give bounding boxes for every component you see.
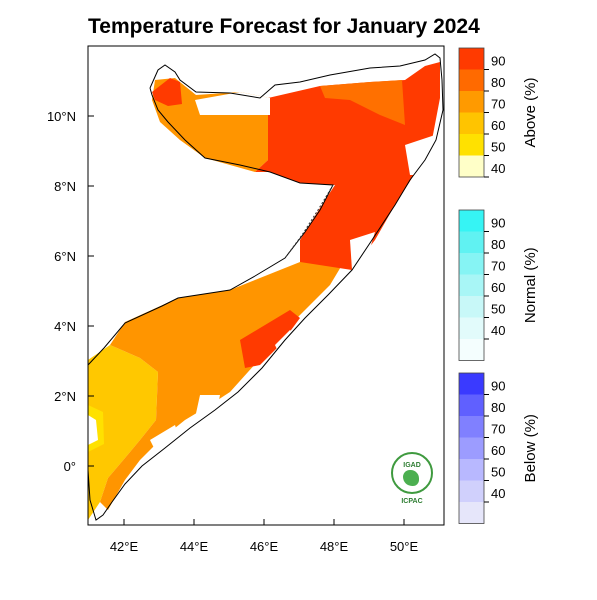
no-data-east-2 — [350, 232, 375, 270]
y-tick-label: 4°N — [54, 319, 76, 334]
colorbar-swatch — [459, 502, 484, 524]
logo-icpac-text: ICPAC — [401, 498, 423, 505]
colorbar-swatch — [459, 210, 484, 232]
colorbar-title: Normal (%) — [522, 247, 539, 323]
colorbar-tick-label: 50 — [491, 140, 505, 155]
colorbar-tick-label: 40 — [491, 323, 505, 338]
colorbar-frame — [458, 372, 485, 524]
colorbar-swatch — [459, 274, 484, 296]
colorbar-tick-label: 80 — [491, 237, 505, 252]
colorbar-tick-label: 60 — [491, 443, 505, 458]
colorbar-tick-label: 90 — [491, 379, 505, 394]
colorbar-tick-label: 90 — [491, 216, 505, 231]
y-tick-label: 8°N — [54, 179, 76, 194]
border-dashed — [284, 184, 334, 259]
axis-frame — [87, 45, 445, 526]
region-above-90-south — [240, 310, 300, 368]
colorbar-swatch — [459, 155, 484, 177]
colorbar-frame — [458, 209, 485, 361]
no-data-tip — [88, 415, 98, 445]
colorbar-swatch — [459, 394, 484, 416]
colorbar-tick-label: 40 — [491, 161, 505, 176]
colorbar-swatch — [459, 91, 484, 113]
colorbar-title: Below (%) — [522, 414, 539, 482]
colorbar-tick-label: 80 — [491, 400, 505, 415]
colorbar-swatch — [459, 480, 484, 502]
colorbar-swatch — [459, 253, 484, 275]
colorbar-swatch — [459, 134, 484, 156]
forecast-field — [88, 62, 440, 520]
colorbar-swatch — [459, 296, 484, 318]
map-title: Temperature Forecast for January 2024 — [88, 15, 480, 38]
y-tick-label: 0° — [64, 459, 76, 474]
colorbar-below: 90 80 70 60 50 40 Below (%) — [458, 372, 539, 524]
colorbar-tick-label: 40 — [491, 486, 505, 501]
colorbar-swatch — [459, 437, 484, 459]
colorbar-tick-label: 70 — [491, 422, 505, 437]
colorbar-swatch — [459, 112, 484, 134]
y-tick-label: 10°N — [47, 109, 76, 124]
x-tick-label: 46°E — [250, 539, 279, 554]
colorbar-swatch — [459, 373, 484, 395]
colorbar-tick-label: 60 — [491, 118, 505, 133]
x-tick-label: 50°E — [390, 539, 419, 554]
no-data-east-3 — [275, 330, 300, 360]
colorbar-swatch — [459, 48, 484, 70]
no-data-south-2 — [150, 425, 180, 460]
x-tick-label: 42°E — [110, 539, 139, 554]
border-west — [87, 87, 334, 366]
colorbar-swatch — [459, 459, 484, 481]
colorbar-tick-label: 70 — [491, 259, 505, 274]
no-data-south-1 — [195, 395, 220, 420]
coastline — [87, 53, 444, 521]
colorbar-tick-label: 80 — [491, 75, 505, 90]
y-axis: 10°N 8°N 6°N 4°N 2°N 0° — [47, 109, 94, 474]
colorbars: 90 80 70 60 50 40 Above (%) 90 80 70 60 50 40 Normal … — [458, 47, 539, 524]
region-above-80 — [320, 80, 405, 125]
region-above-50 — [88, 345, 158, 520]
x-tick-label: 48°E — [320, 539, 349, 554]
colorbar-above: 90 80 70 60 50 40 Above (%) — [458, 47, 539, 178]
colorbar-title: Above (%) — [522, 77, 539, 147]
africa-icon — [403, 470, 419, 486]
colorbar-swatch — [459, 69, 484, 91]
colorbar-swatch — [459, 317, 484, 339]
colorbar-swatch — [459, 231, 484, 253]
y-tick-label: 2°N — [54, 389, 76, 404]
colorbar-normal: 90 80 70 60 50 40 Normal (%) — [458, 209, 539, 361]
colorbar-tick-label: 60 — [491, 280, 505, 295]
colorbar-tick-label: 50 — [491, 302, 505, 317]
colorbar-tick-label: 70 — [491, 97, 505, 112]
no-data-north — [195, 92, 270, 115]
colorbar-tick-label: 90 — [491, 54, 505, 69]
x-axis: 42°E 44°E 46°E 48°E 50°E — [110, 519, 419, 554]
logo-igad-text: IGAD — [403, 462, 421, 469]
region-above-90-northwest — [152, 78, 182, 106]
icpac-logo: IGAD ICPAC — [389, 452, 437, 514]
x-tick-label: 44°E — [180, 539, 209, 554]
colorbar-swatch — [459, 339, 484, 361]
y-tick-label: 6°N — [54, 249, 76, 264]
colorbar-swatch — [459, 416, 484, 438]
no-data-east-1 — [405, 135, 435, 175]
colorbar-tick-label: 50 — [491, 465, 505, 480]
